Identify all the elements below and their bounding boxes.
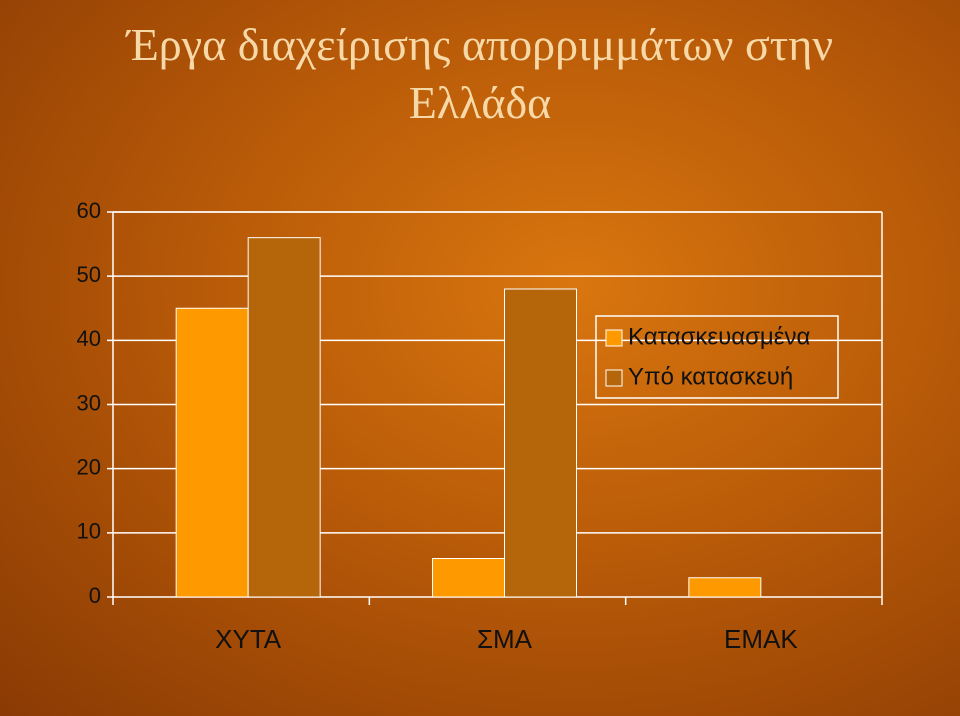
bar: [432, 558, 505, 598]
x-tick-label: ΣΜΑ: [477, 624, 533, 654]
chart-title: Έργα διαχείρισης απορριμμάτων στην Ελλάδ…: [126, 19, 834, 128]
y-tick-label: 10: [77, 519, 101, 544]
legend-label: Υπό κατασκευή: [628, 363, 793, 390]
y-tick-label: 40: [77, 326, 101, 351]
legend-swatch: [605, 369, 623, 387]
bar: [247, 237, 321, 598]
y-tick-label: 50: [77, 262, 101, 287]
y-tick-label: 20: [77, 454, 101, 479]
y-tick-label: 60: [77, 198, 101, 223]
y-tick-label: 0: [89, 583, 101, 608]
legend-label: Κατασκευασμένα: [628, 323, 810, 350]
y-tick-label: 30: [77, 390, 101, 415]
bar: [504, 288, 577, 598]
legend-swatch: [605, 329, 623, 347]
bar: [688, 577, 762, 598]
x-tick-label: ΧΥΤΑ: [215, 624, 282, 654]
x-tick-label: ΕΜΑΚ: [724, 624, 798, 654]
legend-box: [595, 315, 839, 399]
bar: [175, 307, 249, 598]
